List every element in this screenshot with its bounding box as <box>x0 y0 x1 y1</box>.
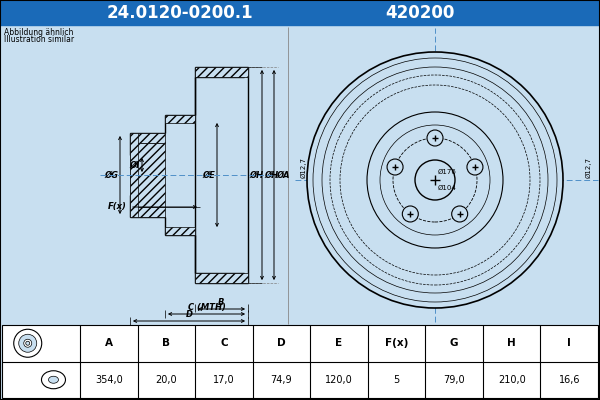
Text: D: D <box>277 338 286 348</box>
Text: B: B <box>218 298 224 307</box>
Circle shape <box>19 334 37 352</box>
Text: Ø12,7: Ø12,7 <box>301 157 307 178</box>
Circle shape <box>26 341 30 345</box>
Bar <box>130 207 165 217</box>
Bar <box>130 143 165 207</box>
Ellipse shape <box>41 371 65 389</box>
Text: 74,9: 74,9 <box>271 375 292 385</box>
Text: 20,0: 20,0 <box>155 375 177 385</box>
Text: Ø104: Ø104 <box>438 185 457 191</box>
Text: Ø176: Ø176 <box>438 169 457 175</box>
Bar <box>165 115 195 123</box>
Text: 24.0120-0200.1: 24.0120-0200.1 <box>107 4 253 22</box>
Text: F(x): F(x) <box>385 338 408 348</box>
Circle shape <box>403 206 418 222</box>
Text: Illustration similar: Illustration similar <box>4 35 74 44</box>
Circle shape <box>330 75 540 285</box>
Bar <box>195 273 248 283</box>
Circle shape <box>367 112 503 248</box>
Text: ØI: ØI <box>130 160 140 170</box>
Circle shape <box>452 206 467 222</box>
Text: ØG: ØG <box>104 170 118 180</box>
Text: C: C <box>220 338 228 348</box>
Text: ØA: ØA <box>276 170 290 180</box>
Bar <box>0 0 600 25</box>
Bar <box>148 143 162 155</box>
Text: ØE: ØE <box>202 170 215 180</box>
Circle shape <box>322 67 548 293</box>
Text: 79,0: 79,0 <box>443 375 465 385</box>
Bar <box>130 133 138 217</box>
Text: 210,0: 210,0 <box>498 375 526 385</box>
Text: F(x): F(x) <box>108 202 127 212</box>
Ellipse shape <box>49 376 58 383</box>
Circle shape <box>380 125 490 235</box>
Text: ØH: ØH <box>250 170 264 180</box>
Circle shape <box>14 329 42 357</box>
Text: Abbildung ähnlich: Abbildung ähnlich <box>4 28 73 37</box>
Text: C (MTH): C (MTH) <box>188 303 226 312</box>
Circle shape <box>340 85 530 275</box>
Text: I: I <box>567 338 571 348</box>
Text: 420200: 420200 <box>385 4 455 22</box>
Circle shape <box>24 339 32 347</box>
Text: E: E <box>335 338 343 348</box>
Bar <box>195 67 248 77</box>
Text: A: A <box>105 338 113 348</box>
Text: G: G <box>450 338 458 348</box>
Circle shape <box>467 159 483 175</box>
Circle shape <box>393 138 477 222</box>
Circle shape <box>307 52 563 308</box>
Text: Ø12,7: Ø12,7 <box>586 157 592 178</box>
Text: D: D <box>185 310 193 319</box>
Text: B: B <box>163 338 170 348</box>
Text: 120,0: 120,0 <box>325 375 353 385</box>
Text: H: H <box>507 338 516 348</box>
Circle shape <box>415 160 455 200</box>
Circle shape <box>387 159 403 175</box>
Bar <box>2 325 598 398</box>
Text: 16,6: 16,6 <box>559 375 580 385</box>
Circle shape <box>427 130 443 146</box>
Text: 5: 5 <box>394 375 400 385</box>
Bar <box>130 133 165 143</box>
Text: ØH: ØH <box>264 170 278 180</box>
Circle shape <box>313 58 557 302</box>
Bar <box>165 227 195 235</box>
Text: 354,0: 354,0 <box>95 375 122 385</box>
Text: 17,0: 17,0 <box>213 375 235 385</box>
Bar <box>148 195 162 207</box>
